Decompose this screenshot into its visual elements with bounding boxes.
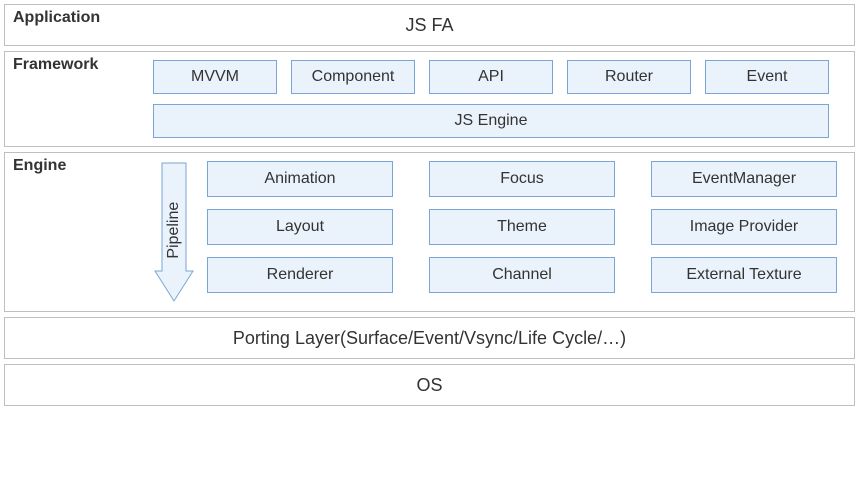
engine-box-focus: Focus [429,161,615,197]
engine-box-animation: Animation [207,161,393,197]
framework-row: MVVM Component API Router Event [153,60,846,94]
engine-label: Engine [13,157,66,175]
framework-box-event: Event [705,60,829,94]
framework-box-jsengine: JS Engine [153,104,829,138]
engine-content: Pipeline Animation Focus EventManager La… [153,161,846,303]
porting-layer: Porting Layer(Surface/Event/Vsync/Life C… [4,317,855,359]
engine-grid: Animation Focus EventManager Layout Them… [207,161,837,303]
engine-box-renderer: Renderer [207,257,393,293]
porting-title: Porting Layer(Surface/Event/Vsync/Life C… [233,328,626,349]
pipeline-arrow: Pipeline [153,161,195,303]
engine-box-channel: Channel [429,257,615,293]
framework-layer: Framework MVVM Component API Router Even… [4,51,855,147]
framework-box-api: API [429,60,553,94]
application-label: Application [13,9,100,27]
framework-content: MVVM Component API Router Event JS Engin… [153,60,846,138]
framework-box-mvvm: MVVM [153,60,277,94]
framework-box-router: Router [567,60,691,94]
engine-layer: Engine Pipeline Animation Focus EventMan… [4,152,855,312]
engine-box-layout: Layout [207,209,393,245]
application-title: JS FA [405,15,453,36]
framework-label: Framework [13,56,98,74]
engine-box-theme: Theme [429,209,615,245]
os-title: OS [416,375,442,396]
application-layer: Application JS FA [4,4,855,46]
framework-box-component: Component [291,60,415,94]
pipeline-label: Pipeline [165,202,183,259]
engine-box-imageprovider: Image Provider [651,209,837,245]
os-layer: OS [4,364,855,406]
engine-box-externaltexture: External Texture [651,257,837,293]
engine-box-eventmanager: EventManager [651,161,837,197]
